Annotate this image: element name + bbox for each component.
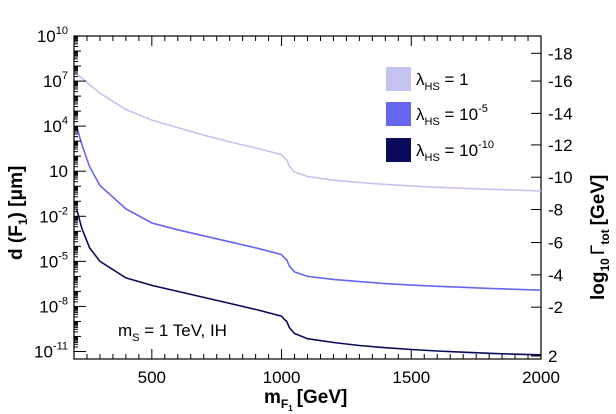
y2-tick-label: 2: [548, 347, 557, 366]
y2-tick-label: -10: [548, 168, 573, 187]
y-tick-label: 10-8: [39, 295, 68, 316]
y2-tick-label: -2: [548, 298, 563, 317]
y-tick-label: 10-5: [39, 250, 68, 271]
y2-tick-label: -4: [548, 266, 563, 285]
series-line-1: [75, 125, 541, 291]
y2-tick-labels: -18 -16 -14 -12 -10 -8 -6 -4 -2 2: [548, 44, 573, 366]
y-tick-label: 10-11: [34, 340, 68, 361]
legend-swatch: [386, 138, 411, 162]
y-tick-label: 1010: [37, 25, 68, 46]
series-layer: [75, 72, 541, 356]
y-tick-label: 107: [43, 70, 68, 91]
legend: λHS = 1 λHS = 10-5 λHS = 10-10: [386, 67, 494, 164]
x-ticks: [73, 36, 542, 359]
x-tick-labels: 500 1000 1500 2000: [138, 368, 560, 387]
y2-ticks: [531, 52, 541, 357]
y2-tick-label: -6: [548, 234, 563, 253]
y2-tick-label: -8: [548, 201, 563, 220]
y2-tick-label: -16: [548, 72, 573, 91]
y-axis-title: d (F1) [μm]: [6, 166, 30, 260]
legend-swatch: [386, 102, 411, 126]
y2-tick-label: -12: [548, 136, 573, 155]
plot-frame: [73, 35, 542, 360]
y2-tick-label: -14: [548, 104, 573, 123]
legend-label: λHS = 1: [416, 70, 469, 93]
y2-axis-title: log10Γtot[GeV]: [588, 175, 612, 300]
x-tick-label: 1000: [263, 368, 301, 387]
y-tick-label: 10-2: [39, 205, 68, 226]
x-axis-title: mF1[GeV]: [264, 387, 347, 413]
y-tick-labels: 1010 107 104 10 10-2 10-5 10-8 10-11: [34, 25, 68, 361]
legend-label: λHS = 10-5: [416, 103, 488, 128]
series-line-0: [76, 72, 541, 192]
x-tick-label: 1500: [392, 368, 430, 387]
x-tick-label: 500: [138, 368, 166, 387]
y-tick-label: 104: [43, 115, 68, 136]
legend-swatch: [386, 67, 411, 91]
y-tick-label: 10: [49, 162, 68, 181]
legend-label: λHS = 10-10: [416, 139, 494, 164]
annotation: mS = 1 TeV, IH: [118, 321, 227, 344]
y2-tick-label: -18: [548, 44, 573, 63]
y-ticks: [74, 35, 86, 352]
x-tick-label: 2000: [522, 368, 560, 387]
series-line-2: [75, 208, 541, 356]
